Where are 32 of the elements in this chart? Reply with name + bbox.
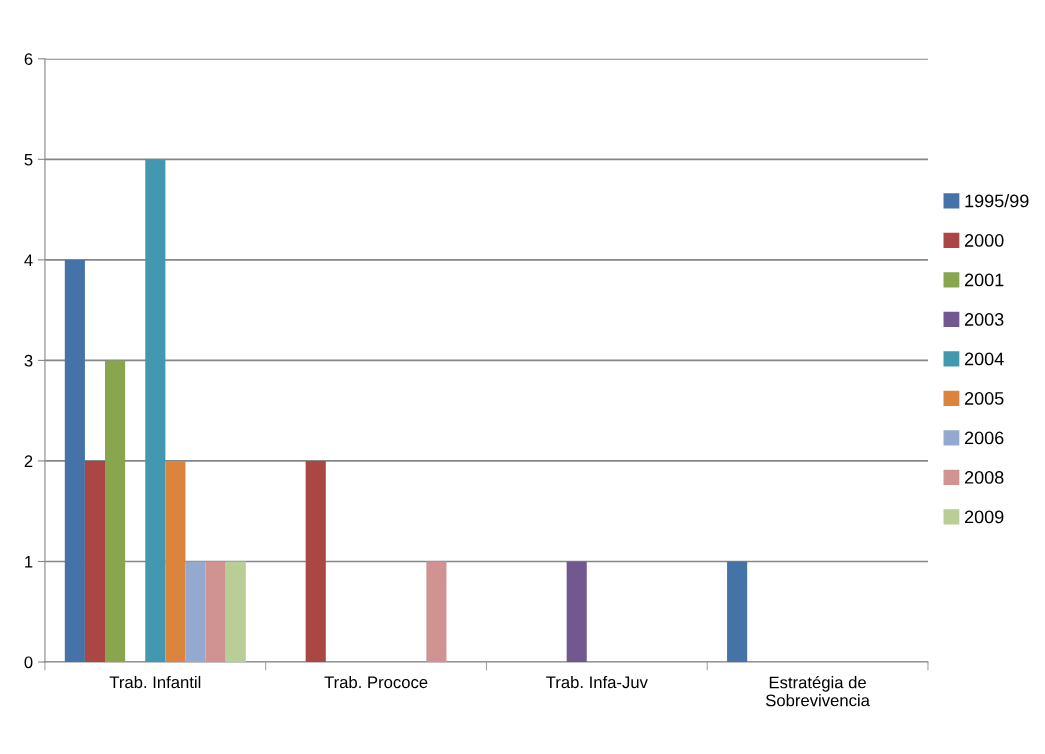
y-tick-label: 4	[24, 254, 33, 266]
bar	[105, 360, 126, 663]
bar	[566, 561, 587, 663]
bar	[305, 460, 326, 663]
legend-label: 2004	[964, 352, 1004, 366]
bar	[84, 460, 106, 663]
legend-label: 2009	[964, 510, 1004, 524]
y-tick-label: 6	[24, 53, 33, 66]
bar	[64, 259, 85, 663]
legend-label: 2000	[964, 234, 1004, 247]
bar	[205, 561, 226, 663]
y-tick-label: 3	[24, 354, 33, 367]
legend-label: 2003	[964, 313, 1004, 326]
y-tick-label: 0	[24, 656, 33, 669]
bar	[426, 561, 447, 663]
legend-label: 2006	[964, 431, 1004, 445]
legend-label: 2005	[964, 392, 1004, 405]
x-tick-label: Trab. Prococe	[324, 675, 428, 689]
x-tick-label: Trab. Infantil	[109, 675, 201, 689]
legend-label: 2008	[964, 471, 1004, 484]
bar	[165, 460, 186, 663]
x-tick-label: Trab. Infa-Juv	[546, 675, 648, 689]
y-tick-label: 1	[25, 556, 33, 568]
y-tick-label: 5	[24, 153, 33, 166]
bar	[225, 561, 246, 663]
legend-label: 2001	[964, 273, 1004, 287]
bar	[145, 159, 166, 663]
x-tick-label: Estratégia de Sobrevivencia	[766, 675, 870, 707]
legend-label: 1995/99	[965, 194, 1029, 208]
bar	[185, 561, 206, 663]
y-tick-label: 2	[24, 455, 33, 467]
bar	[727, 561, 748, 663]
